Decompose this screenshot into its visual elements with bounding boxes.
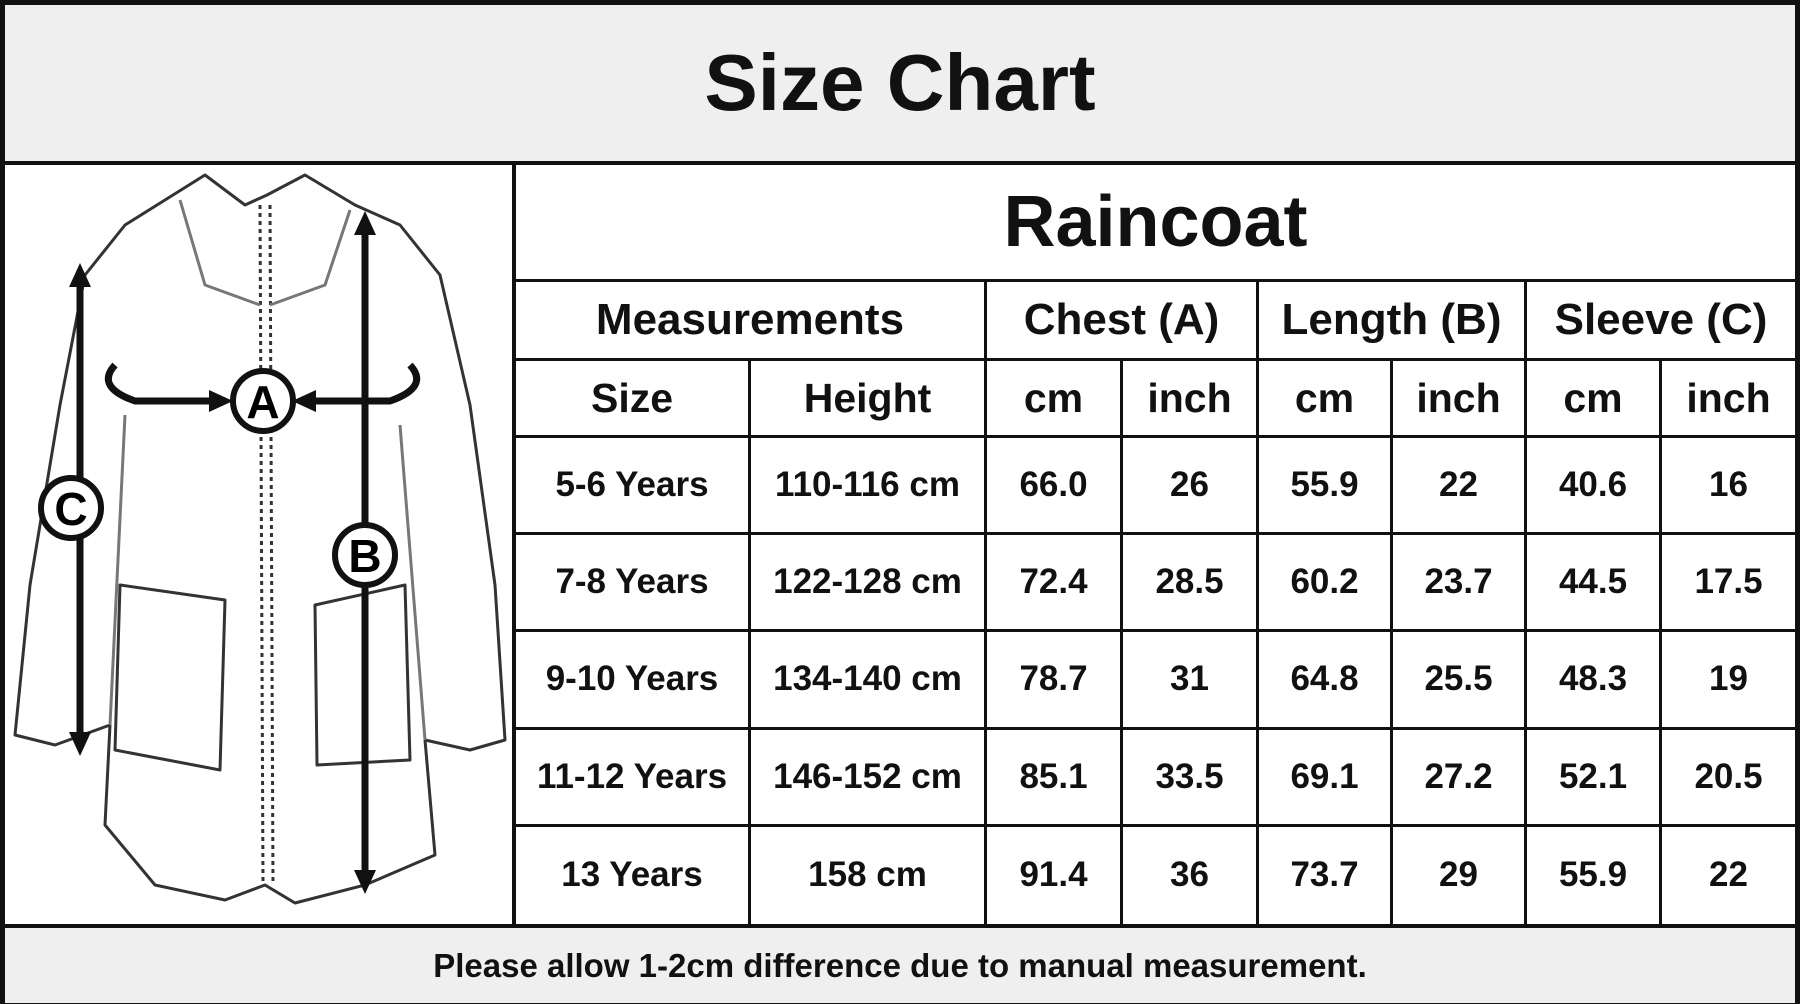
table-cell: 48.3 [1527,632,1662,730]
table-cell: 29 [1393,826,1527,924]
table-cell: 91.4 [987,826,1123,924]
table-cell: 52.1 [1527,729,1662,827]
group-header: Length (B) [1259,282,1527,361]
table-cell: 69.1 [1259,729,1393,827]
column-header: cm [1527,361,1662,438]
title: Size Chart [5,5,1795,165]
column-header: Height [751,361,987,438]
table-cell: 16 [1662,438,1795,536]
table-cell: 40.6 [1527,438,1662,536]
label-a: A [246,376,279,428]
table-cell: 26 [1123,438,1259,536]
column-header: inch [1393,361,1527,438]
table-cell: 134-140 cm [751,632,987,730]
table-cell: 22 [1393,438,1527,536]
table-cell: 66.0 [987,438,1123,536]
table-cell: 20.5 [1662,730,1795,827]
table-cell: 122-128 cm [751,535,987,633]
table-cell: 146-152 cm [751,729,987,827]
group-header: Sleeve (C) [1527,282,1795,361]
label-b: B [348,530,381,582]
column-header: inch [1662,361,1795,438]
column-header: inch [1123,361,1259,438]
table-cell: 31 [1123,632,1259,730]
table-cell: 64.8 [1259,632,1393,730]
table-cell: 158 cm [751,826,987,924]
table-cell: 72.4 [987,535,1123,633]
table-cell: 9-10 Years [516,632,751,730]
table-cell: 36 [1123,826,1259,924]
table-cell: 17.5 [1662,535,1795,633]
table-cell: 55.9 [1527,826,1662,924]
table-cell: 60.2 [1259,535,1393,633]
column-header: Size [516,361,751,438]
size-table: Raincoat Measurements Chest (A) Length (B) S… [516,165,1795,924]
table-cell: 44.5 [1527,535,1662,633]
table-cell: 19 [1662,632,1795,730]
table-cell: 11-12 Years [516,729,751,827]
table-cell: 73.7 [1259,826,1393,924]
table-cell: 110-116 cm [751,438,987,536]
diagram-panel: A B C [5,165,516,924]
footer-note: Please allow 1-2cm difference due to man… [5,924,1795,1003]
group-header: Chest (A) [987,282,1259,361]
table-cell: 13 Years [516,826,751,924]
table-cell: 85.1 [987,729,1123,827]
table-cell: 5-6 Years [516,438,751,536]
table-cell: 7-8 Years [516,535,751,633]
table-cell: 78.7 [987,632,1123,730]
table-cell: 22 [1709,855,1748,895]
table-cell: 28.5 [1123,535,1259,633]
column-header: cm [1259,361,1393,438]
table-cell: 55.9 [1259,438,1393,536]
coat-diagram: A B C [13,173,507,905]
table-cell: 27.2 [1393,729,1527,827]
table-cell: 23.7 [1393,535,1527,633]
table-title: Raincoat [516,165,1795,282]
label-c: C [54,483,87,535]
column-header: cm [987,361,1123,438]
group-header: Measurements [516,282,987,361]
table-cell: 33.5 [1123,729,1259,827]
table-cell: 25.5 [1393,632,1527,730]
